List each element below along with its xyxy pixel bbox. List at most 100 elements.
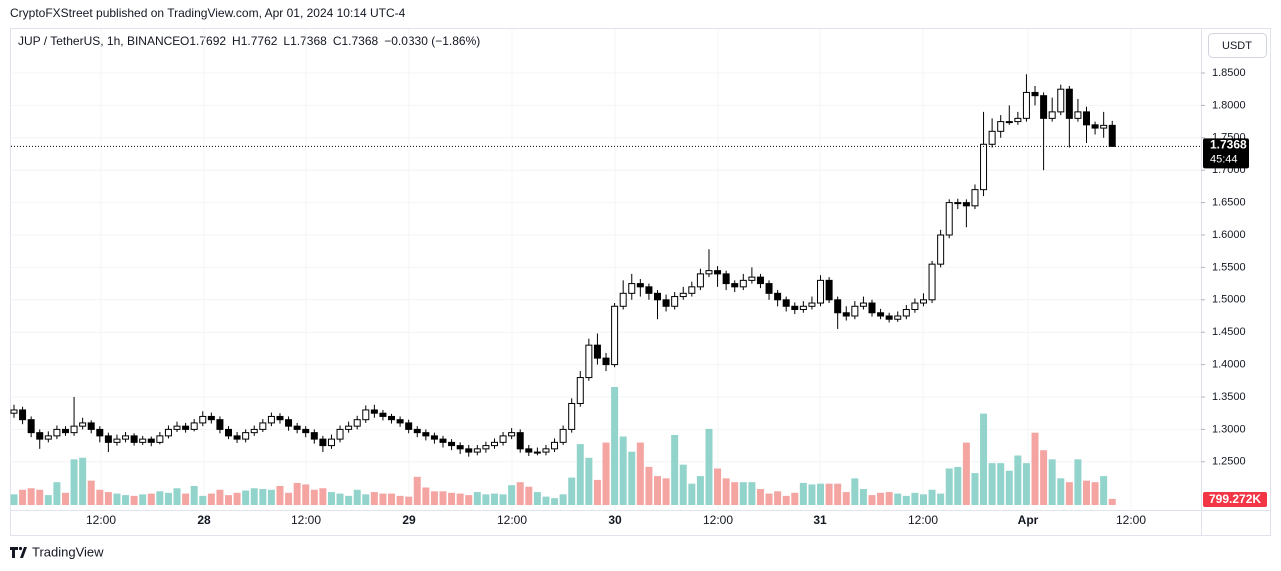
candle-body — [96, 428, 104, 437]
y-tick-label: 1.8500 — [1212, 67, 1246, 79]
candle-body — [10, 409, 18, 414]
candle-body — [225, 428, 232, 437]
publisher: CryptoFXStreet published on TradingView.… — [10, 6, 406, 20]
candle-body — [122, 435, 130, 440]
volume-bar — [370, 492, 378, 505]
candle-body — [834, 299, 842, 314]
y-tick-label: 1.3000 — [1212, 423, 1246, 435]
volume-bar — [1065, 482, 1073, 505]
candle-body — [842, 312, 850, 317]
candle-body — [1083, 111, 1090, 126]
candle-body — [1065, 88, 1073, 119]
candle-body — [619, 292, 627, 307]
currency[interactable]: USDT — [1222, 40, 1252, 52]
volume-bar — [27, 488, 35, 505]
candle-body — [696, 273, 704, 288]
volume-bar — [448, 492, 456, 505]
candle-body — [611, 305, 619, 366]
volume-bar — [799, 482, 807, 505]
volume-bar — [182, 493, 190, 505]
volume-bar — [216, 489, 224, 505]
volume-bar — [242, 490, 250, 505]
volume-bar — [945, 468, 953, 505]
volume-bar — [87, 480, 95, 505]
volume-bar — [353, 489, 361, 505]
volume-bar — [662, 478, 670, 505]
volume-bar — [1108, 498, 1116, 505]
volume-bar — [1048, 459, 1056, 505]
volume-bar — [1083, 480, 1090, 505]
volume-bar — [113, 493, 121, 505]
candle-body — [259, 422, 267, 430]
y-tick-label: 1.4500 — [1212, 326, 1246, 338]
candle-body — [405, 422, 413, 430]
candle-body — [104, 435, 112, 443]
volume-bar — [962, 442, 970, 505]
volume-bar — [53, 482, 61, 505]
candle-body — [825, 279, 833, 301]
candle-body — [662, 299, 670, 307]
candle-body — [1031, 91, 1039, 97]
volume-bar — [1031, 432, 1039, 505]
candle-body — [327, 438, 335, 447]
volume-bar — [345, 495, 353, 505]
candle-body — [902, 309, 910, 317]
y-tick-label: 1.6500 — [1212, 197, 1246, 209]
y-tick-label: 1.8000 — [1212, 99, 1246, 111]
volume-bar — [122, 495, 130, 505]
candle-body — [164, 428, 172, 437]
volume-bar — [516, 482, 524, 505]
candle-body — [988, 130, 996, 145]
candle-body — [370, 409, 378, 414]
volume-bar — [765, 493, 773, 505]
x-tick-label: 29 — [402, 513, 416, 527]
volume-bar — [327, 492, 335, 505]
candle-body — [559, 428, 567, 443]
volume-bar — [139, 494, 147, 505]
x-tick-label: 12:00 — [86, 513, 116, 527]
candle-body — [482, 445, 490, 450]
candle-body — [1048, 111, 1056, 119]
ohlc-info: −0.0330 (−1.86%) — [384, 34, 480, 48]
candle-body — [310, 432, 318, 440]
candle-body — [516, 432, 524, 450]
brand-logo — [10, 546, 27, 558]
candle-body — [345, 425, 353, 430]
volume-bar — [791, 492, 799, 505]
volume-bar — [714, 468, 722, 505]
volume-bar — [911, 492, 919, 505]
volume-bar — [817, 483, 825, 505]
y-tick-label: 1.4000 — [1212, 359, 1246, 371]
candle-body — [731, 283, 739, 288]
x-tick-label: 31 — [813, 513, 827, 527]
candle-body — [182, 425, 190, 430]
volume-bar — [842, 492, 850, 505]
volume-bar — [756, 489, 764, 505]
volume-bar — [44, 495, 52, 505]
volume-bar — [276, 485, 284, 505]
volume-bar — [902, 495, 910, 505]
volume-bar — [439, 491, 447, 505]
chart-frame — [10, 28, 1271, 536]
symbol: JUP / TetherUS, 1h, BINANCE — [18, 34, 180, 48]
volume-bar — [250, 488, 258, 505]
volume-bar — [490, 493, 498, 505]
candle-body — [216, 419, 224, 430]
volume-bar — [859, 489, 867, 505]
volume-bar — [302, 484, 310, 505]
currency-button[interactable] — [1208, 33, 1267, 58]
volume-bar — [628, 451, 636, 505]
candle-body — [980, 143, 988, 191]
candle-body — [1057, 88, 1065, 113]
candle-body — [911, 302, 919, 311]
candle-body — [362, 409, 370, 421]
volume-bar — [980, 413, 988, 505]
candle-body — [448, 441, 456, 447]
candle-body — [748, 276, 756, 281]
candle-body — [997, 121, 1005, 132]
volume-bar — [190, 485, 198, 505]
volume-bar — [70, 459, 78, 505]
volume-bar — [568, 477, 576, 505]
candle-body — [928, 263, 936, 301]
